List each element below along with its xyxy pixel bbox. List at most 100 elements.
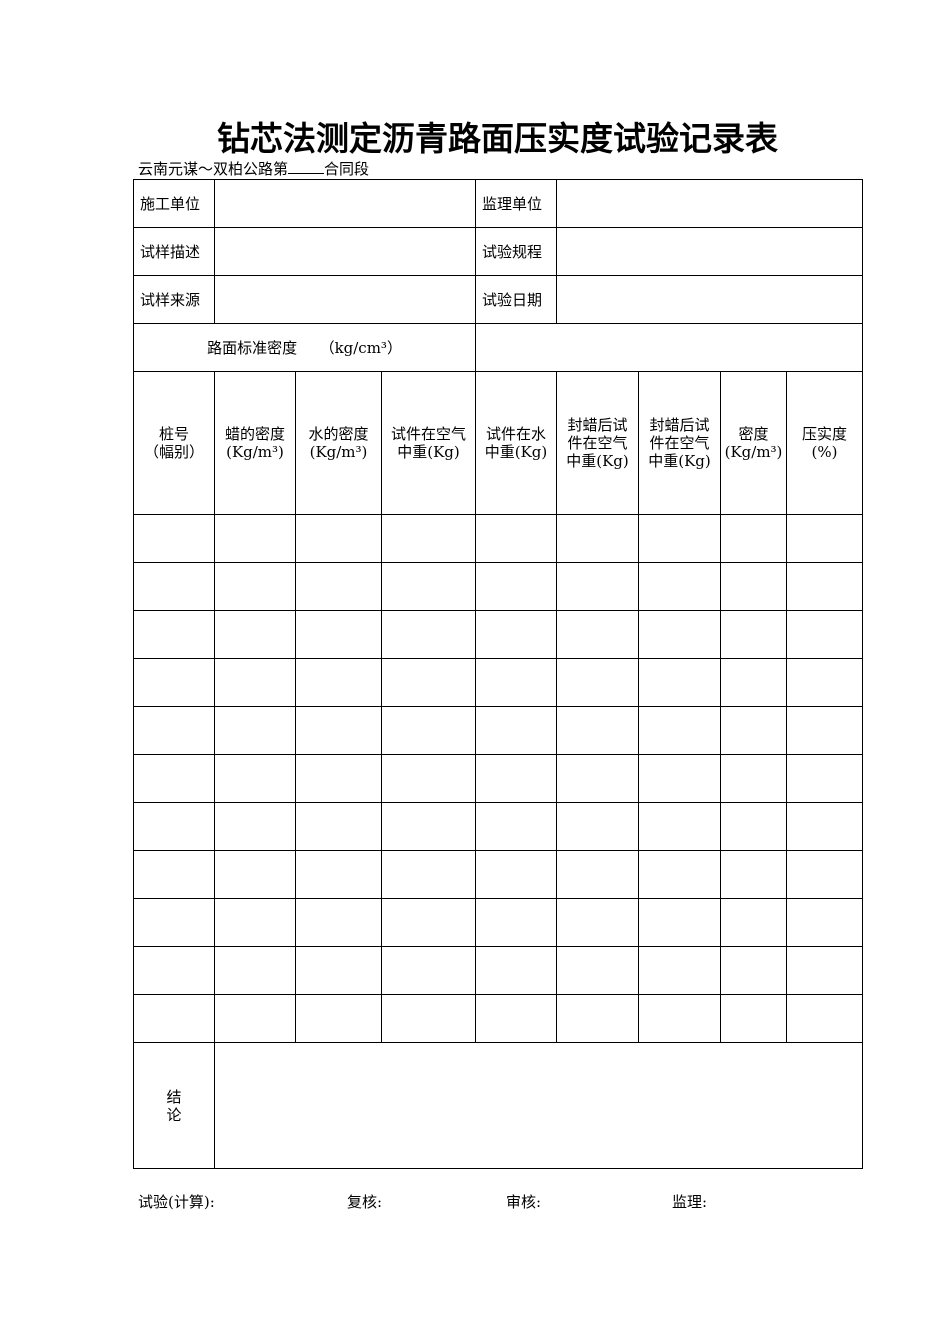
data-cell[interactable] [475, 562, 558, 611]
data-cell[interactable] [380, 802, 477, 851]
data-cell[interactable] [214, 562, 296, 611]
data-cell[interactable] [133, 610, 215, 659]
data-cell[interactable] [295, 754, 382, 803]
data-cell[interactable] [786, 754, 864, 803]
data-cell[interactable] [133, 850, 215, 899]
data-cell[interactable] [295, 658, 382, 707]
data-cell[interactable] [638, 562, 722, 611]
data-cell[interactable] [133, 706, 215, 755]
data-cell[interactable] [638, 850, 722, 899]
data-cell[interactable] [720, 706, 788, 755]
data-cell[interactable] [720, 946, 788, 995]
data-cell[interactable] [380, 898, 477, 947]
data-cell[interactable] [475, 514, 558, 563]
test-spec-field[interactable] [556, 227, 864, 276]
data-cell[interactable] [556, 610, 640, 659]
data-cell[interactable] [638, 994, 722, 1043]
data-cell[interactable] [720, 610, 788, 659]
data-cell[interactable] [133, 562, 215, 611]
data-cell[interactable] [475, 754, 558, 803]
data-cell[interactable] [295, 514, 382, 563]
data-cell[interactable] [786, 946, 864, 995]
data-cell[interactable] [380, 946, 477, 995]
data-cell[interactable] [214, 946, 296, 995]
supervision-unit-field[interactable] [556, 179, 864, 228]
data-cell[interactable] [133, 946, 215, 995]
data-cell[interactable] [556, 706, 640, 755]
data-cell[interactable] [556, 514, 640, 563]
sample-source-field[interactable] [213, 275, 477, 324]
data-cell[interactable] [638, 898, 722, 947]
data-cell[interactable] [214, 754, 296, 803]
data-cell[interactable] [214, 706, 296, 755]
data-cell[interactable] [475, 658, 558, 707]
data-cell[interactable] [556, 850, 640, 899]
data-cell[interactable] [214, 610, 296, 659]
data-cell[interactable] [475, 946, 558, 995]
data-cell[interactable] [295, 850, 382, 899]
data-cell[interactable] [638, 946, 722, 995]
data-cell[interactable] [638, 706, 722, 755]
data-cell[interactable] [475, 706, 558, 755]
data-cell[interactable] [556, 898, 640, 947]
data-cell[interactable] [786, 898, 864, 947]
data-cell[interactable] [295, 994, 382, 1043]
data-cell[interactable] [380, 706, 477, 755]
data-cell[interactable] [214, 850, 296, 899]
data-cell[interactable] [638, 514, 722, 563]
data-cell[interactable] [133, 754, 215, 803]
data-cell[interactable] [720, 994, 788, 1043]
data-cell[interactable] [638, 658, 722, 707]
data-cell[interactable] [214, 514, 296, 563]
data-cell[interactable] [638, 802, 722, 851]
data-cell[interactable] [475, 610, 558, 659]
data-cell[interactable] [295, 802, 382, 851]
data-cell[interactable] [295, 706, 382, 755]
data-cell[interactable] [556, 658, 640, 707]
data-cell[interactable] [133, 898, 215, 947]
data-cell[interactable] [720, 898, 788, 947]
data-cell[interactable] [720, 754, 788, 803]
data-cell[interactable] [133, 658, 215, 707]
data-cell[interactable] [380, 562, 477, 611]
data-cell[interactable] [295, 562, 382, 611]
std-density-field[interactable] [475, 323, 864, 372]
data-cell[interactable] [786, 658, 864, 707]
data-cell[interactable] [133, 802, 215, 851]
test-date-field[interactable] [556, 275, 864, 324]
data-cell[interactable] [214, 802, 296, 851]
data-cell[interactable] [475, 802, 558, 851]
data-cell[interactable] [380, 514, 477, 563]
data-cell[interactable] [295, 946, 382, 995]
data-cell[interactable] [214, 658, 296, 707]
data-cell[interactable] [380, 658, 477, 707]
data-cell[interactable] [133, 994, 215, 1043]
data-cell[interactable] [380, 754, 477, 803]
data-cell[interactable] [720, 850, 788, 899]
section-number-blank[interactable] [288, 159, 325, 174]
data-cell[interactable] [295, 610, 382, 659]
data-cell[interactable] [786, 562, 864, 611]
data-cell[interactable] [786, 514, 864, 563]
data-cell[interactable] [475, 994, 558, 1043]
data-cell[interactable] [786, 610, 864, 659]
data-cell[interactable] [133, 514, 215, 563]
data-cell[interactable] [475, 898, 558, 947]
data-cell[interactable] [214, 898, 296, 947]
data-cell[interactable] [720, 802, 788, 851]
data-cell[interactable] [786, 850, 864, 899]
data-cell[interactable] [380, 994, 477, 1043]
data-cell[interactable] [380, 850, 477, 899]
data-cell[interactable] [556, 802, 640, 851]
data-cell[interactable] [214, 994, 296, 1043]
conclusion-field[interactable] [213, 1042, 864, 1169]
construction-unit-field[interactable] [213, 179, 477, 228]
data-cell[interactable] [720, 514, 788, 563]
data-cell[interactable] [556, 754, 640, 803]
data-cell[interactable] [786, 706, 864, 755]
data-cell[interactable] [638, 610, 722, 659]
data-cell[interactable] [295, 898, 382, 947]
sample-desc-field[interactable] [213, 227, 477, 276]
data-cell[interactable] [556, 994, 640, 1043]
data-cell[interactable] [786, 994, 864, 1043]
